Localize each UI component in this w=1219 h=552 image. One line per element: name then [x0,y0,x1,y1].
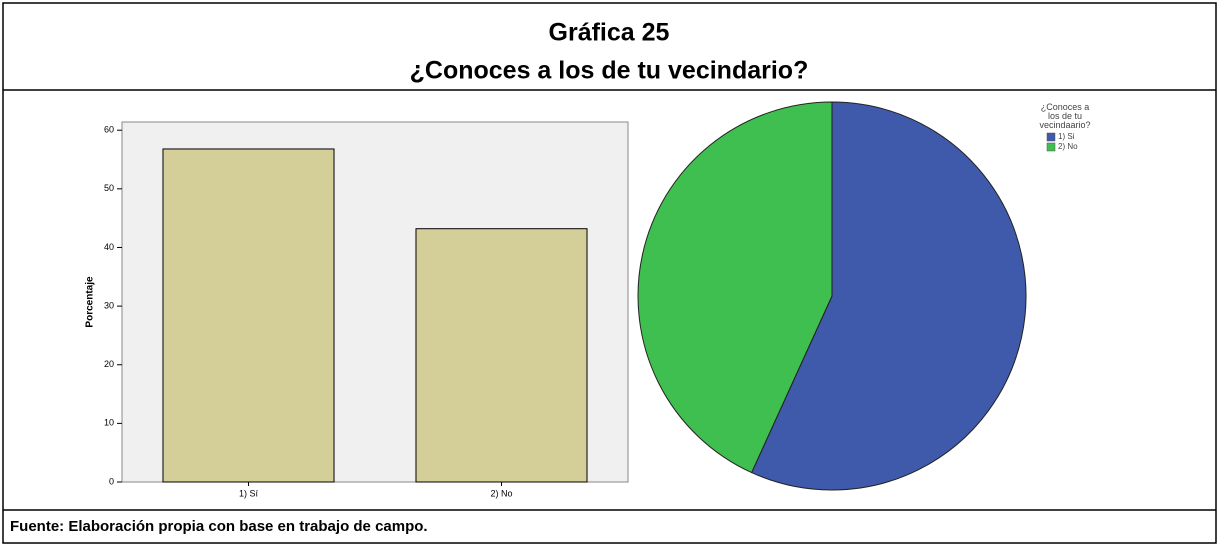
legend-title: ¿Conoces a los de tu vecindaario? [1039,102,1090,130]
source: Fuente: Elaboración propia con base en t… [10,518,428,535]
pie-slice [637,101,833,474]
legend-label: 2) No [1058,142,1078,151]
y-tick-label: 30 [104,300,114,310]
bar [162,148,335,483]
legend-swatch [1046,142,1056,152]
bar [415,228,588,483]
y-tick-label: 20 [104,359,114,369]
y-tick-label: 40 [104,242,114,252]
legend-label: 1) Si [1058,132,1075,141]
y-axis-label: Porcentaje [85,276,96,328]
subtitle: ¿Conoces a los de tu vecindario? [410,57,809,85]
x-tick-label: 2) No [490,488,512,498]
pie-slice [750,101,1027,491]
y-tick-label: 10 [104,418,114,428]
legend-swatch [1046,132,1056,142]
frame [2,2,1217,544]
y-tick-label: 60 [104,125,114,135]
y-tick-label: 0 [109,476,114,486]
title: Gráfica 25 [549,19,670,47]
x-tick-label: 1) Sí [239,488,259,498]
y-tick-label: 50 [104,183,114,193]
